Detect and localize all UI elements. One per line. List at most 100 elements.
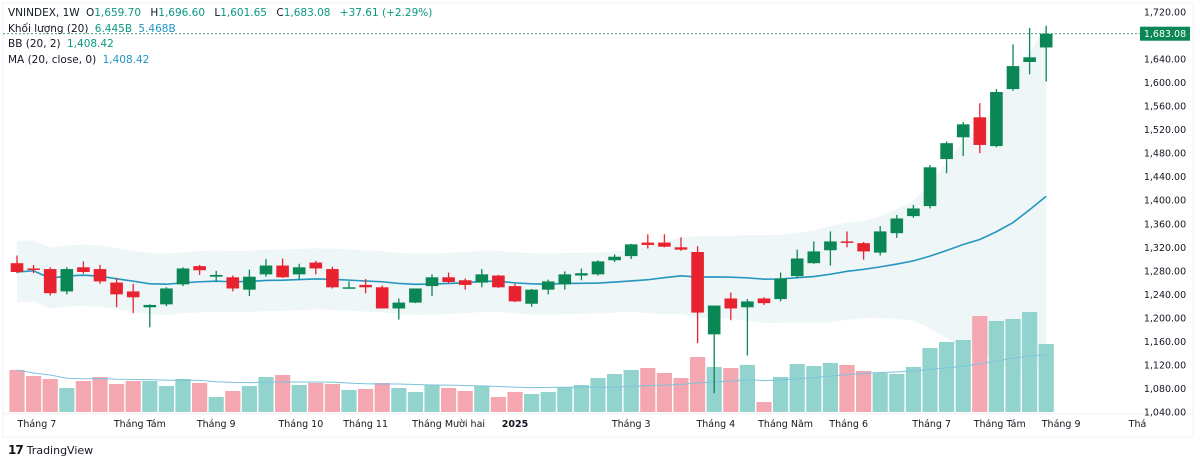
candle [1006,44,1020,91]
bb-label: BB (20, 2) [8,38,61,50]
volume-bar [1022,312,1038,412]
x-tick-label: Tháng Tám [113,419,166,430]
candle [292,263,306,280]
legend-h-label: H [150,7,159,19]
candle [525,289,538,307]
volume-bar [673,378,689,412]
volume-bar [374,382,390,412]
candle [608,254,621,262]
volume-bar [557,387,573,412]
volume-bar [822,362,838,412]
volume-bar [424,384,440,412]
legend-l-label: L [214,7,221,19]
candle-body [724,298,738,309]
candle [857,242,870,260]
candle-body [193,266,206,271]
candle [93,264,107,284]
x-tick-label: Tháng 9 [1041,419,1081,430]
tradingview-logo[interactable]: 17 TradingView [8,443,93,457]
candle [624,243,638,260]
legend-bb-row[interactable]: BB (20, 2) 1,408.42 [8,37,435,53]
volume-bar [806,366,822,412]
candle-body [923,167,937,207]
candle-body [458,280,472,285]
volume-bar [391,387,407,412]
candle-body [591,261,605,275]
candle-body [840,241,854,243]
last-price-label: 1,683.08 [1144,29,1186,40]
candle [558,271,572,290]
candle-body [375,287,389,309]
candle-body [475,274,489,283]
volume-bar [341,389,357,412]
legend-volume-row[interactable]: Khối lượng (20) 6.445B 5.468B [8,22,435,38]
candle-body [558,274,572,285]
candle-body [243,276,256,290]
candle-body [209,274,223,277]
candle [475,269,489,288]
candle [575,268,588,281]
bollinger-band-layer [17,27,1047,371]
candle [160,287,173,307]
time-axis[interactable]: Tháng 7 Tháng Tám Tháng 9 Tháng 10 Tháng 11 T… [17,419,1147,430]
candle-body [575,273,588,276]
y-tick-label: 1,600.00 [1144,78,1186,89]
candle [276,258,289,278]
volume-bar [739,364,755,412]
x-tick-label: Tháng 6 [828,419,868,430]
last-price-line: 1,683.08 [3,26,1190,41]
candle [458,278,472,290]
brand-name: TradingView [26,443,94,457]
candle-body [525,289,538,304]
legend-low: 1,601.65 [220,7,267,19]
volume-bar [441,387,457,412]
volume-bar [922,347,938,412]
candle-body [674,247,688,250]
candle [774,272,787,302]
volume-bar [42,378,58,412]
candle [724,292,738,321]
candle-body [973,117,987,145]
candle [907,204,920,218]
x-tick-label: Thá [1128,419,1147,430]
volume-bar [225,391,241,412]
volume-bar [275,374,291,412]
candle [824,231,837,266]
volume-bar [573,384,589,412]
legend-high: 1,696.60 [158,7,206,19]
legend-ma-row[interactable]: MA (20, close, 0) 1,408.42 [8,53,435,69]
volume-bar [905,366,921,412]
legend-open: 1,659.70 [94,7,142,19]
candle [392,298,406,320]
x-tick-label: Tháng Tám [973,419,1026,430]
legend-symbol[interactable]: VNINDEX, 1W [8,7,80,19]
y-tick-label: 1,520.00 [1144,125,1186,136]
volume-bar [192,382,208,412]
candle-body [60,269,74,292]
y-tick-label: 1,400.00 [1144,196,1186,207]
candle [309,260,323,275]
x-tick-label: Tháng 11 [342,419,388,430]
x-tick-label: Tháng Năm [757,419,813,430]
volume-bar [955,339,971,412]
y-tick-label: 1,200.00 [1144,313,1186,324]
legend-ohlc-row: VNINDEX, 1W O1,659.70 H1,696.60 L1,601.6… [8,6,435,22]
volume-value: 6.445B [94,22,133,35]
volume-bar [59,387,75,412]
price-axis[interactable]: 1,720.00 1,640.00 1,600.00 1,560.00 1,520.00… [1144,8,1186,419]
volume-bar [889,374,905,412]
candle [143,304,157,328]
x-tick-label: Tháng 3 [611,419,651,430]
y-tick-label: 1,320.00 [1144,243,1186,254]
candle-body [1006,66,1020,90]
volume-bar [723,368,739,412]
volume-bar [109,384,125,412]
candle [591,260,605,276]
y-tick-label: 1,040.00 [1144,408,1186,419]
candle [674,237,688,251]
volume-bar [407,391,423,412]
candle-body [359,284,372,288]
candle-body [990,92,1003,147]
volume-layer [9,312,1054,412]
